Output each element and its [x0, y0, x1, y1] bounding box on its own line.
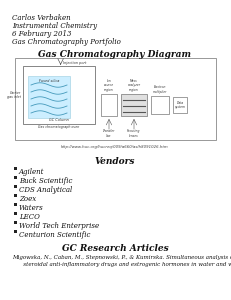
Text: Mass
analyzer
region: Mass analyzer region [128, 79, 140, 92]
Text: LECO: LECO [19, 213, 40, 221]
Text: steroidal anti-inflammatory drugs and estrogenic hormones in water and wastewate: steroidal anti-inflammatory drugs and es… [18, 262, 231, 267]
Text: Centurion Scientific: Centurion Scientific [19, 231, 90, 239]
Bar [14, 176, 17, 179]
Text: 6 February 2013: 6 February 2013 [12, 30, 72, 38]
Text: http://www.huc.org/hucreq/009/a660/as/h8091026.htm: http://www.huc.org/hucreq/009/a660/as/h8… [61, 145, 169, 149]
Text: CDS Analytical: CDS Analytical [19, 186, 72, 194]
Text: Migowska, N., Caban, M., Stepnowski, P., & Kumirska. Simultaneous analysis of no: Migowska, N., Caban, M., Stepnowski, P.,… [12, 255, 231, 260]
Bar [14, 194, 17, 197]
Text: Data
system: Data system [175, 101, 185, 109]
Text: Instrumental Chemistry: Instrumental Chemistry [12, 22, 97, 30]
Text: Transfer
line: Transfer line [103, 129, 115, 138]
Text: Gas chromatograph oven: Gas chromatograph oven [38, 125, 80, 129]
Text: GC Column: GC Column [49, 118, 69, 122]
Text: World Tech Enterprise: World Tech Enterprise [19, 222, 99, 230]
Text: Electron
multiplier: Electron multiplier [153, 85, 167, 94]
Bar [14, 230, 17, 233]
Text: Ion
source
region: Ion source region [104, 79, 114, 92]
Text: Waters: Waters [19, 204, 44, 212]
Bar [121, 94, 147, 116]
Text: Injection port: Injection port [63, 61, 86, 65]
Text: Focusing
lenses: Focusing lenses [127, 129, 141, 138]
Bar [28, 76, 70, 118]
Text: Carrier
gas inlet: Carrier gas inlet [7, 91, 21, 99]
Bar [14, 212, 17, 215]
Text: Gas Chromatography Portfolio: Gas Chromatography Portfolio [12, 38, 121, 46]
Text: GC Research Articles: GC Research Articles [62, 244, 168, 253]
Bar [14, 167, 17, 170]
Bar [151, 96, 169, 114]
Text: Carlos Verbaken: Carlos Verbaken [12, 14, 71, 22]
Text: Fused silica: Fused silica [39, 79, 59, 83]
Text: Zoex: Zoex [19, 195, 36, 203]
Bar [173, 97, 187, 113]
Bar [14, 185, 17, 188]
Text: Vendors: Vendors [95, 157, 135, 166]
Bar [14, 203, 17, 206]
Text: Buck Scientific: Buck Scientific [19, 177, 72, 185]
Bar [101, 94, 117, 116]
Text: Agilent: Agilent [19, 168, 45, 176]
Text: Gas Chromatography Diagram: Gas Chromatography Diagram [39, 50, 191, 59]
Bar [23, 66, 95, 124]
Bar [14, 221, 17, 224]
Bar [15, 58, 216, 140]
